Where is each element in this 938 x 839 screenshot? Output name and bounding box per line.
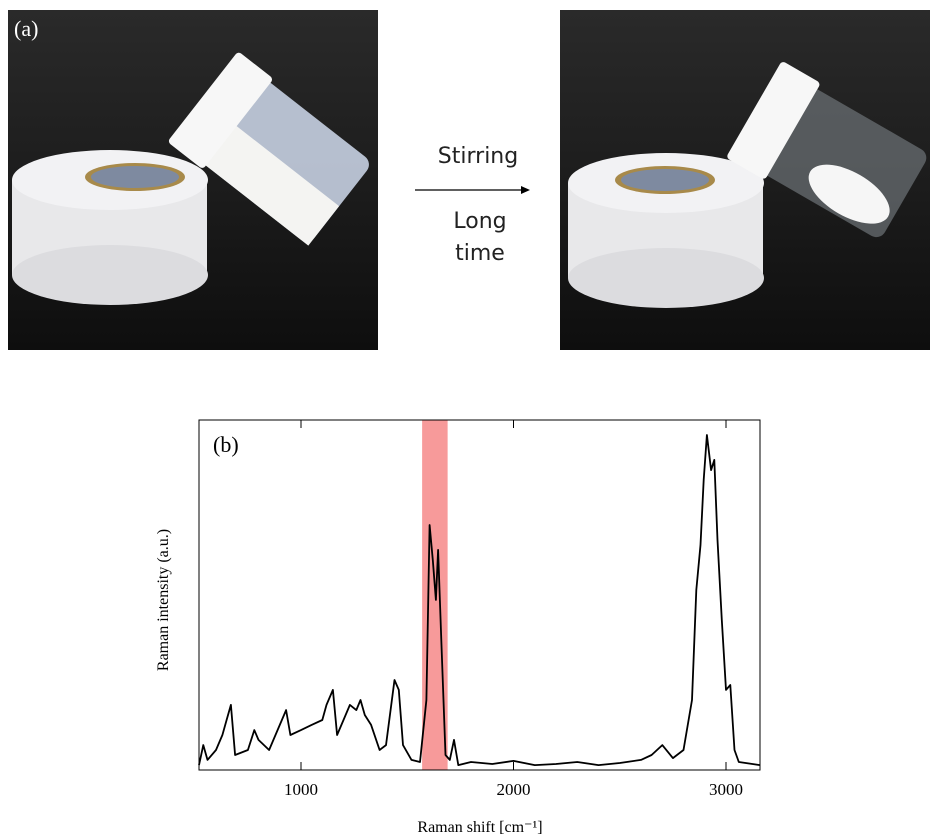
arrow-label: time: [455, 241, 505, 266]
plot-area: 1000 2000 3000 (b): [198, 419, 761, 799]
x-axis-label: Raman shift [cm⁻¹]: [417, 819, 542, 836]
panel-label: (a): [14, 16, 38, 41]
x-tick-label: 2000: [497, 780, 531, 799]
arrow-label: Long: [453, 209, 506, 234]
arrow-label: Stirring: [438, 144, 518, 169]
y-axis-label: Raman intensity (a.u.): [155, 529, 172, 671]
photo-after: [560, 10, 930, 350]
spectrum-line: [198, 434, 761, 766]
x-tick-label: 3000: [709, 780, 743, 799]
panel-label: (b): [213, 432, 239, 457]
arrow-head: [521, 186, 530, 194]
plot-frame: [198, 419, 761, 771]
photo-before: [8, 10, 378, 350]
x-tick-label: 1000: [284, 780, 318, 799]
